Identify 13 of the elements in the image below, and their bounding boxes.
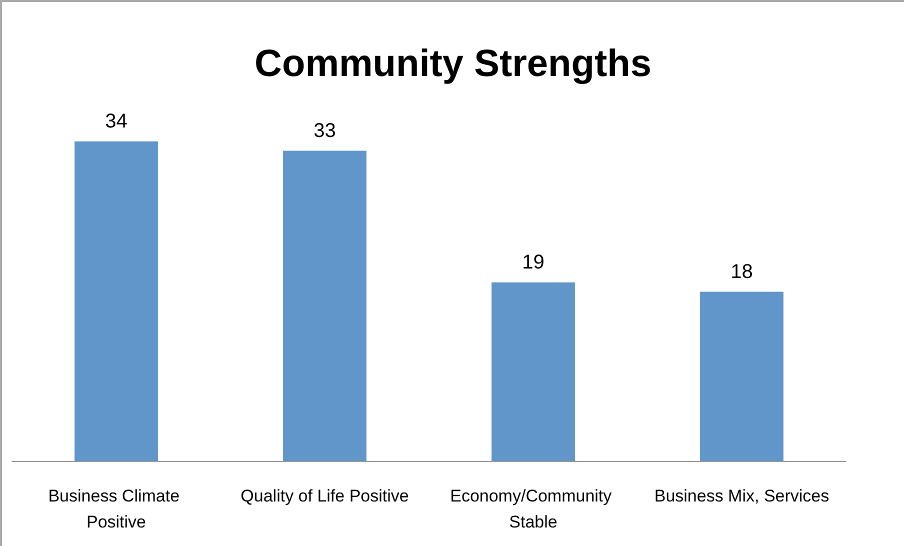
bar [700,292,784,461]
data-label: 33 [314,120,336,142]
x-tick-label: Business Climate Positive [48,486,184,532]
x-tick-label: Business Mix, Services [654,486,830,506]
bar [74,141,158,461]
data-label: 34 [105,110,128,132]
data-label: 18 [730,260,753,283]
bar [492,282,575,461]
x-tick-label: Economy/Community Stable [450,486,616,532]
x-tick-label: Quality of Life Positive [240,486,409,506]
chart-title: Community Strengths [254,43,652,85]
bar [283,150,366,461]
data-label: 19 [522,251,544,274]
